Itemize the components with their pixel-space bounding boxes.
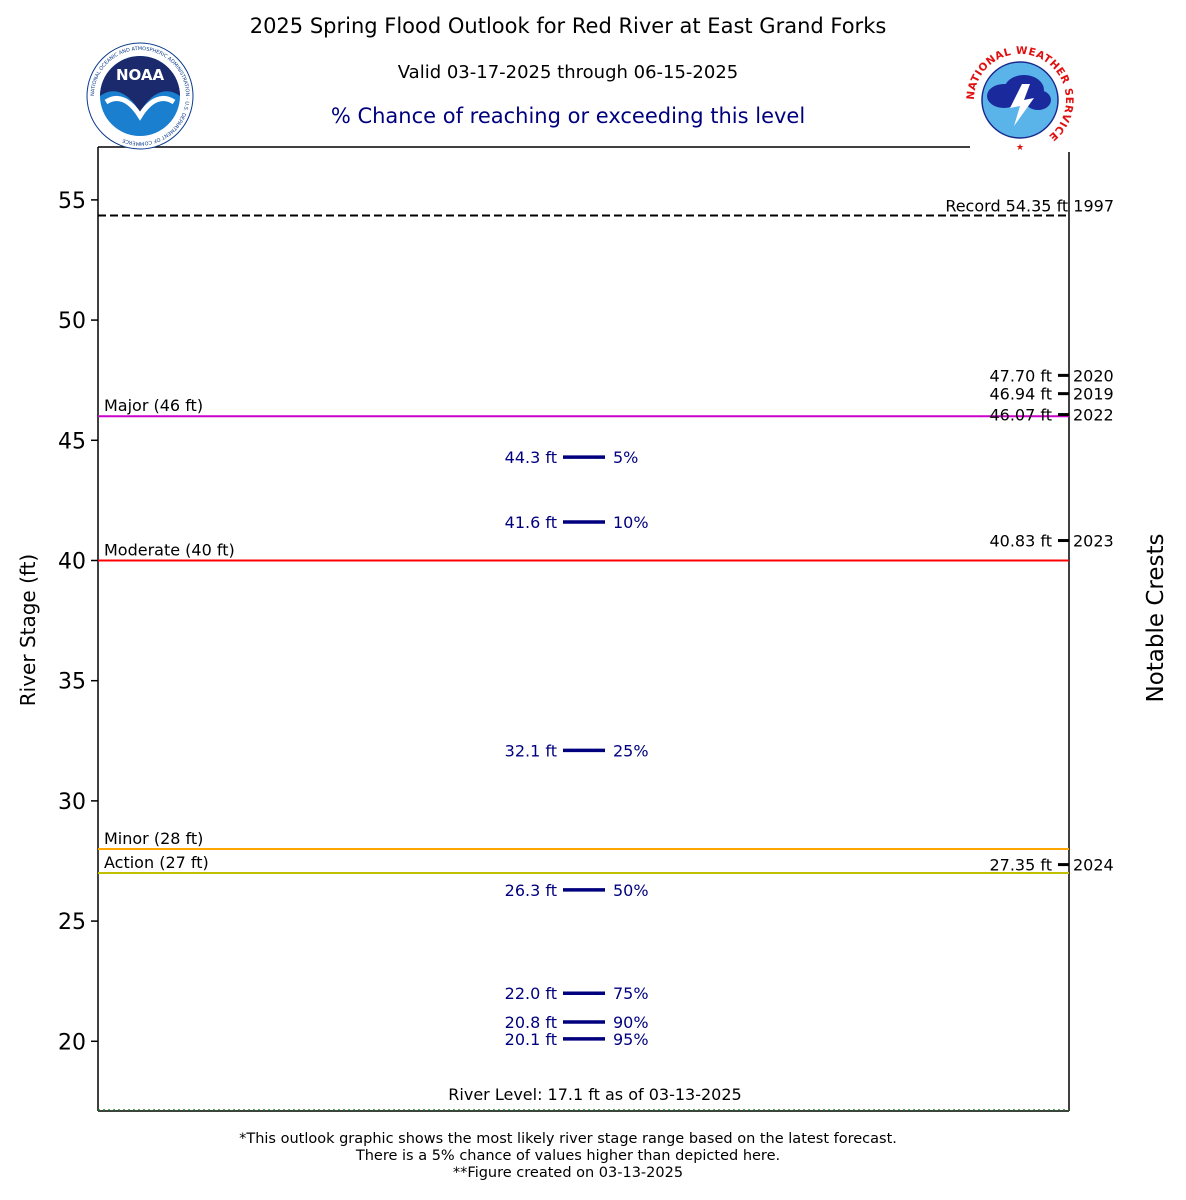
threshold-label: Moderate (40 ft) [104,540,235,559]
exceedance-value-label: 26.3 ft [505,881,557,900]
record-label: Record 54.35 ft 1997 [945,197,1114,216]
crest-value-label: 27.35 ft [989,856,1052,875]
current-level-label: River Level: 17.1 ft as of 03-13-2025 [448,1085,741,1104]
y-tick-label: 45 [58,429,86,454]
crest-year-label: 2019 [1073,385,1114,404]
exceedance-value-label: 44.3 ft [505,448,557,467]
y-tick-label: 50 [58,309,86,334]
exceedance-chance-label: 10% [613,513,649,532]
noaa-logo-text: NOAA [116,66,165,84]
exceedance-chance-label: 50% [613,881,649,900]
secondary-axis-label: Notable Crests [1143,533,1169,703]
exceedance-value-label: 22.0 ft [505,984,557,1003]
crest-value-label: 46.94 ft [989,385,1052,404]
crest-value-label: 46.07 ft [989,406,1052,425]
threshold-label: Major (46 ft) [104,396,203,415]
crest-value-label: 47.70 ft [989,366,1052,385]
footnotes: *This outlook graphic shows the most lik… [0,1131,1136,1182]
y-tick-label: 30 [58,790,86,815]
valid-period: Valid 03-17-2025 through 06-15-2025 [397,62,739,83]
exceedance-chance-label: 90% [613,1013,649,1032]
exceedance-chance-label: 75% [613,984,649,1003]
chart-subtitle: % Chance of reaching or exceeding this l… [330,104,806,128]
footnote-line: There is a 5% chance of values higher th… [355,1148,781,1164]
exceedance-value-label: 32.1 ft [505,741,557,760]
exceedance-chance-label: 25% [613,741,649,760]
footnote-line: **Figure created on 03-13-2025 [452,1165,684,1181]
y-tick-label: 25 [58,910,86,935]
y-tick-label: 55 [58,189,86,214]
y-axis-label: River Stage (ft) [16,553,40,707]
chart-title: 2025 Spring Flood Outlook for Red River … [249,14,887,38]
crest-year-label: 2024 [1073,856,1114,875]
crest-year-label: 2023 [1073,532,1114,551]
exceedance-value-label: 20.8 ft [505,1013,557,1032]
y-tick-label: 20 [58,1030,86,1055]
footnote-line: *This outlook graphic shows the most lik… [239,1131,897,1147]
noaa-logo: NOAA NATIONAL OCEANIC AND ATMOSPHERIC AD… [86,42,194,150]
crest-year-label: 2022 [1073,406,1114,425]
y-tick-label: 35 [58,670,86,695]
nws-logo: NATIONAL WEATHER SERVICE ★ [965,45,1075,154]
crest-value-label: 40.83 ft [989,532,1052,551]
crest-year-label: 2020 [1073,366,1114,385]
threshold-label: Minor (28 ft) [104,829,203,848]
exceedance-chance-label: 95% [613,1030,649,1049]
exceedance-chance-label: 5% [613,448,638,467]
exceedance-value-label: 20.1 ft [505,1030,557,1049]
svg-text:★: ★ [1016,143,1024,153]
exceedance-value-label: 41.6 ft [505,513,557,532]
y-tick-label: 40 [58,549,86,574]
threshold-label: Action (27 ft) [104,853,209,872]
